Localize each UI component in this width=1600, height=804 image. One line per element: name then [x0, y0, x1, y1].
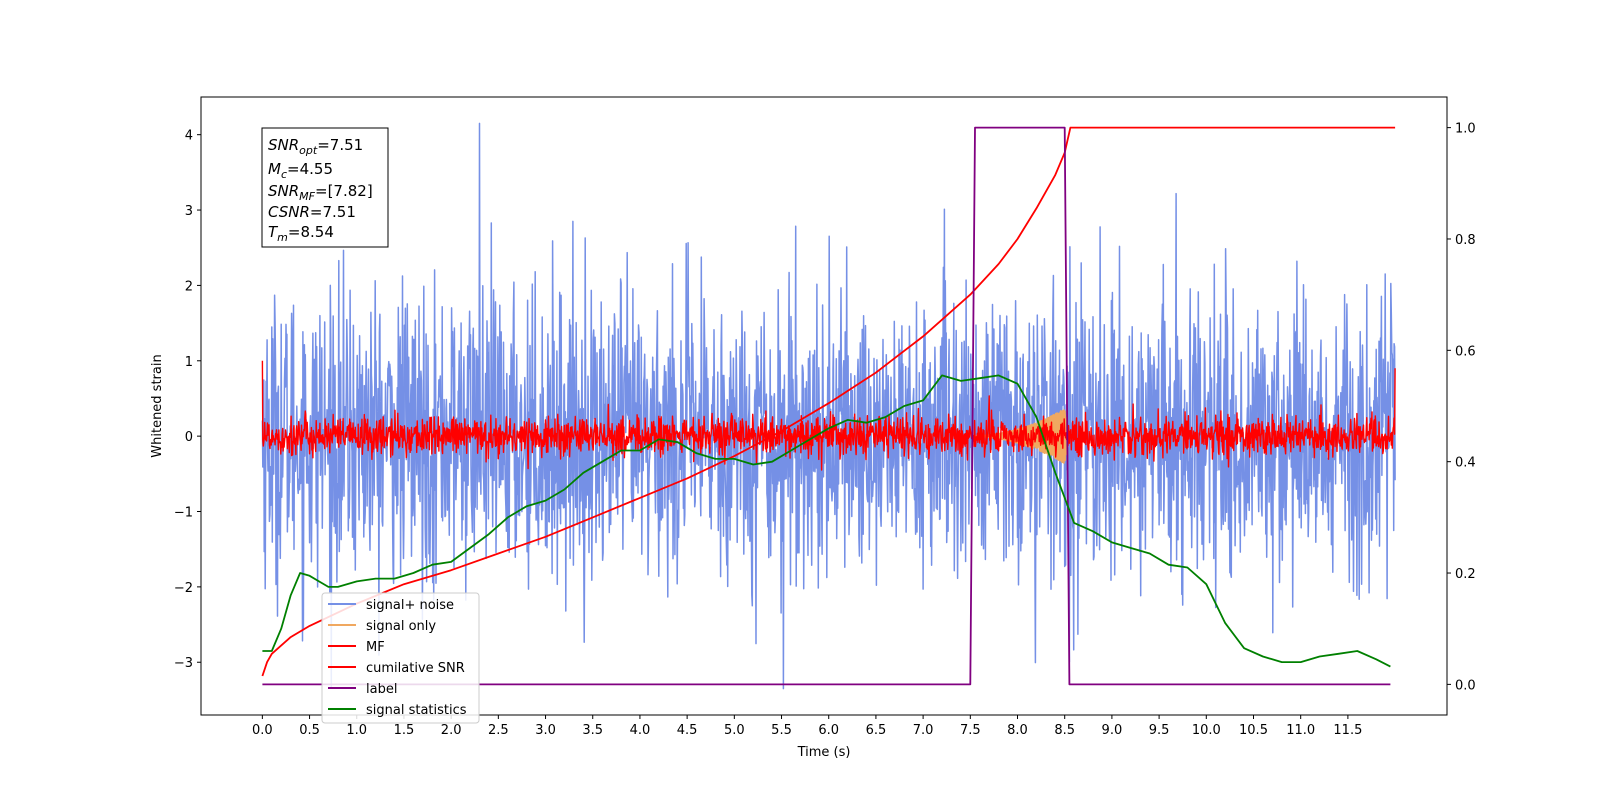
x-tick-label-16: 8.0	[1007, 723, 1028, 738]
x-tick-label-23: 11.5	[1333, 723, 1362, 738]
x-tick-label-13: 6.5	[866, 723, 887, 738]
y-right-tick-label-5: 1.0	[1455, 122, 1476, 137]
legend-label-mf: MF	[366, 640, 385, 655]
x-tick-label-8: 4.0	[630, 723, 651, 738]
x-tick-label-0: 0.0	[252, 723, 273, 738]
x-tick-label-10: 5.0	[724, 723, 745, 738]
x-axis: 0.0 0.5 1.0 1.5 2.0 2.5 3.0 3.5 4.0 4.5 5.0 5.5 6.0 6…	[252, 715, 1362, 738]
y-left-tick-label-4: 1	[185, 355, 193, 370]
x-tick-label-3: 1.5	[394, 723, 415, 738]
x-tick-label-17: 8.5	[1054, 723, 1075, 738]
x-tick-label-11: 5.5	[771, 723, 792, 738]
y-left-tick-label-7: 4	[185, 129, 193, 144]
x-tick-label-5: 2.5	[488, 723, 509, 738]
series-label	[262, 126, 1391, 686]
x-tick-label-9: 4.5	[677, 723, 698, 738]
x-tick-label-21: 10.5	[1239, 723, 1268, 738]
info-csnr: CSNR=7.51	[268, 203, 356, 221]
x-axis-label: Time (s)	[797, 745, 851, 760]
y-left-tick-label-1: −2	[174, 581, 193, 596]
legend-label-signal-only: signal only	[366, 619, 436, 634]
legend-label-label: label	[366, 682, 397, 697]
y-left-tick-label-2: −1	[174, 506, 193, 521]
x-tick-label-14: 7.0	[913, 723, 934, 738]
x-tick-label-19: 9.5	[1149, 723, 1170, 738]
legend-label-cumulative-snr: cumilative SNR	[366, 661, 465, 676]
info-snr-opt: SNRopt=7.51	[268, 136, 363, 157]
x-tick-label-22: 11.0	[1286, 723, 1315, 738]
y-axis-right: 0.0 0.2 0.4 0.6 0.8 1.0	[1447, 122, 1476, 693]
x-tick-label-2: 1.0	[346, 723, 367, 738]
series-signal-statistics	[262, 374, 1391, 668]
x-tick-label-6: 3.0	[535, 723, 556, 738]
info-tm: Tm=8.54	[268, 223, 334, 244]
x-tick-label-4: 2.0	[441, 723, 462, 738]
x-tick-label-7: 3.5	[582, 723, 603, 738]
y-right-tick-label-0: 0.0	[1455, 678, 1476, 693]
y-right-tick-label-1: 0.2	[1455, 567, 1476, 582]
legend: signal+ noise signal only MF cumilative …	[321, 592, 480, 724]
y-right-tick-label-3: 0.6	[1455, 344, 1476, 359]
x-tick-label-20: 10.0	[1192, 723, 1221, 738]
info-mc: Mc=4.55	[268, 160, 333, 181]
y-right-tick-label-2: 0.4	[1455, 456, 1476, 471]
x-tick-label-15: 7.5	[960, 723, 981, 738]
y-left-tick-label-0: −3	[174, 656, 193, 671]
info-snr-mf: SNRMF=[7.82]	[268, 182, 373, 203]
info-box-frame	[261, 127, 389, 248]
x-tick-label-1: 0.5	[299, 723, 320, 738]
legend-label-signal-statistics: signal statistics	[366, 703, 467, 718]
y-left-tick-label-3: 0	[185, 430, 193, 445]
info-annotation-box: SNRopt=7.51 Mc=4.55 SNRMF=[7.82] CSNR=7.…	[261, 127, 389, 248]
y-left-tick-label-5: 2	[185, 279, 193, 294]
y-right-tick-label-4: 0.8	[1455, 233, 1476, 248]
series-mf	[261, 360, 1396, 471]
y-axis-left: −3 −2 −1 0 1 2 3 4	[174, 129, 201, 671]
x-tick-label-18: 9.0	[1102, 723, 1123, 738]
plot-frame	[200, 96, 1448, 716]
x-tick-label-12: 6.0	[818, 723, 839, 738]
y-axis-left-label: Whitened strain	[150, 354, 165, 457]
y-left-tick-label-6: 3	[185, 204, 193, 219]
legend-label-signal-noise: signal+ noise	[366, 598, 454, 613]
legend-frame	[321, 592, 480, 724]
